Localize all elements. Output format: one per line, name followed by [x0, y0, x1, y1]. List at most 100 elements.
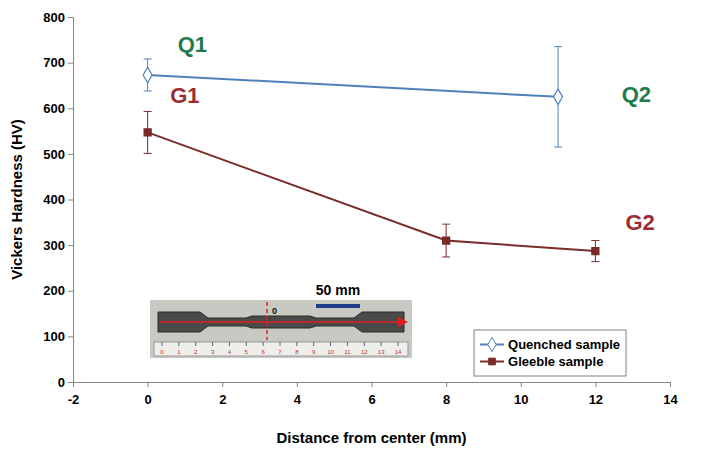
ruler-label: 6	[261, 349, 265, 355]
error-bar	[591, 241, 599, 262]
tick-mark	[148, 382, 149, 387]
tick: 200	[43, 283, 73, 298]
ruler-label: 3	[211, 349, 215, 355]
tick-mark	[68, 245, 73, 246]
tick: 0	[58, 375, 73, 390]
tick: -2	[68, 382, 80, 407]
tick-label: 200	[43, 283, 65, 298]
ruler-tick	[162, 342, 163, 346]
tick-mark	[68, 17, 73, 18]
tick: 6	[368, 382, 375, 407]
tick: 500	[43, 147, 73, 162]
marks	[143, 47, 599, 262]
tick-mark	[68, 200, 73, 201]
ruler-tick	[296, 342, 297, 346]
tick: 800	[43, 10, 73, 25]
scale-label: 50 mm	[316, 282, 360, 298]
legend-label: Quenched sample	[508, 337, 620, 352]
tick-mark	[68, 154, 73, 155]
legend-marker	[488, 337, 496, 351]
tick-mark	[372, 382, 373, 387]
tick-label: 12	[589, 392, 603, 407]
ruler-tick	[381, 342, 382, 346]
tick-label: 6	[368, 392, 375, 407]
x-axis-line	[74, 383, 671, 388]
marker	[592, 248, 599, 255]
tick-label: 100	[43, 329, 65, 344]
ruler-label: 4	[228, 349, 232, 355]
error-bar-cap	[144, 58, 152, 59]
inset-ruler	[154, 342, 408, 356]
scale-bar	[316, 304, 360, 308]
x-axis: -202468101214	[68, 382, 679, 407]
legend-marker	[489, 358, 496, 365]
legend: Quenched sample Gleeble sample	[474, 330, 626, 376]
point-label: Q1	[178, 32, 207, 57]
legend-label: Gleeble sample	[508, 354, 603, 369]
error-bar	[144, 59, 152, 91]
ruler-label: 1	[177, 349, 181, 355]
ruler-label: 12	[361, 349, 368, 355]
marker	[443, 237, 450, 244]
marker	[554, 89, 563, 105]
ruler-tick	[246, 342, 247, 346]
error-bar-cap	[144, 153, 152, 154]
tick-mark	[68, 382, 73, 383]
tick-label: 600	[43, 101, 65, 116]
tick-mark	[68, 108, 73, 109]
inset-center-line	[266, 302, 268, 340]
ruler-tick	[347, 342, 348, 346]
ruler-tick	[178, 342, 179, 346]
error-bar-cap	[144, 111, 152, 112]
inset: 012345678910111213140	[150, 300, 412, 358]
tick-label: 500	[43, 147, 65, 162]
tick: 100	[43, 329, 73, 344]
inset-sample	[158, 312, 404, 332]
ruler-tick	[195, 342, 196, 346]
tick-mark	[670, 382, 671, 387]
tick-mark	[521, 382, 522, 387]
error-bar-cap	[591, 240, 599, 241]
tick-mark	[222, 382, 223, 387]
tick-label: 10	[514, 392, 528, 407]
tick-mark	[297, 382, 298, 387]
inset-arrow-head	[398, 317, 408, 327]
ruler-tick	[364, 342, 365, 346]
error-bar-cap	[144, 90, 152, 91]
series-line	[148, 132, 596, 251]
tick-mark	[68, 291, 73, 292]
ruler-label: 9	[312, 349, 316, 355]
tick-label: 0	[145, 392, 152, 407]
tick-label: 8	[443, 392, 450, 407]
tick-label: 4	[294, 392, 302, 407]
tick: 600	[43, 101, 73, 116]
tick-label: 0	[58, 375, 65, 390]
ruler-tick	[212, 342, 213, 346]
y-axis: 0 100 200 300 400 500 600 700 800	[43, 10, 73, 390]
series-line	[148, 75, 558, 97]
tick-label: 400	[43, 192, 65, 207]
tick: 700	[43, 55, 73, 70]
inset-background	[150, 300, 412, 358]
error-bar	[554, 47, 562, 147]
chart: 01234567891011121314050 mm-2024681012140…	[0, 0, 703, 463]
error-bar-cap	[554, 46, 562, 47]
ruler-label: 11	[344, 349, 351, 355]
tick: 8	[443, 382, 450, 407]
ruler-tick	[280, 342, 281, 346]
ruler-tick	[398, 342, 399, 346]
point-label: G1	[170, 83, 199, 108]
legend-box	[474, 330, 626, 376]
tick-label: 2	[219, 392, 226, 407]
tick-mark	[595, 382, 596, 387]
marker	[143, 67, 152, 83]
tick: 300	[43, 238, 73, 253]
error-bar-cap	[442, 256, 450, 257]
tick-label: 800	[43, 10, 65, 25]
ruler-label: 2	[194, 349, 198, 355]
ruler-tick	[263, 342, 264, 346]
tick-label: -2	[68, 392, 80, 407]
ruler-label: 8	[295, 349, 299, 355]
tick: 2	[219, 382, 226, 407]
point-label: G2	[625, 210, 654, 235]
